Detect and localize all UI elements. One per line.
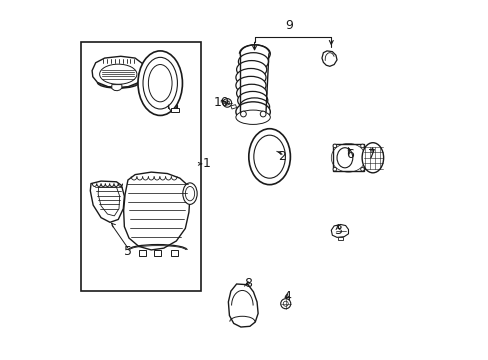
Ellipse shape: [237, 91, 267, 109]
Ellipse shape: [235, 102, 270, 122]
Polygon shape: [154, 250, 161, 256]
Ellipse shape: [236, 84, 266, 102]
Ellipse shape: [253, 135, 285, 178]
Polygon shape: [139, 250, 145, 256]
Circle shape: [332, 167, 336, 171]
Bar: [333, 144, 363, 171]
Circle shape: [283, 301, 287, 306]
Text: 8: 8: [244, 278, 252, 291]
Ellipse shape: [248, 129, 290, 185]
Polygon shape: [171, 108, 179, 112]
Polygon shape: [330, 225, 348, 237]
Circle shape: [360, 167, 364, 171]
Text: 7: 7: [367, 148, 375, 161]
Ellipse shape: [100, 64, 137, 84]
Polygon shape: [230, 105, 236, 109]
Text: 5: 5: [123, 245, 132, 258]
Polygon shape: [92, 56, 144, 88]
Circle shape: [332, 144, 336, 148]
Text: 2: 2: [278, 150, 285, 163]
Text: 3: 3: [333, 224, 341, 237]
Polygon shape: [228, 284, 258, 327]
Circle shape: [360, 144, 364, 148]
Ellipse shape: [235, 76, 265, 94]
Polygon shape: [337, 237, 343, 240]
Ellipse shape: [138, 51, 182, 116]
Ellipse shape: [238, 53, 268, 71]
Circle shape: [224, 101, 229, 105]
Text: 10: 10: [213, 96, 229, 109]
Ellipse shape: [235, 68, 265, 86]
Circle shape: [223, 99, 231, 107]
Text: 1: 1: [203, 157, 210, 170]
Bar: [81, 42, 201, 291]
Ellipse shape: [236, 60, 266, 78]
Circle shape: [280, 299, 290, 309]
Polygon shape: [90, 181, 124, 222]
Polygon shape: [98, 187, 120, 216]
Text: 9: 9: [285, 19, 293, 32]
Polygon shape: [321, 51, 336, 66]
Text: 4: 4: [283, 290, 291, 303]
Ellipse shape: [185, 186, 194, 201]
Ellipse shape: [148, 64, 172, 102]
Polygon shape: [112, 85, 122, 91]
Circle shape: [240, 111, 246, 117]
Ellipse shape: [183, 183, 197, 204]
Circle shape: [260, 111, 265, 117]
Ellipse shape: [239, 98, 269, 116]
Ellipse shape: [142, 57, 177, 109]
Ellipse shape: [235, 110, 270, 125]
Ellipse shape: [336, 148, 352, 168]
Ellipse shape: [362, 143, 383, 173]
Polygon shape: [123, 172, 190, 250]
Polygon shape: [171, 250, 178, 256]
Text: 6: 6: [346, 148, 353, 161]
